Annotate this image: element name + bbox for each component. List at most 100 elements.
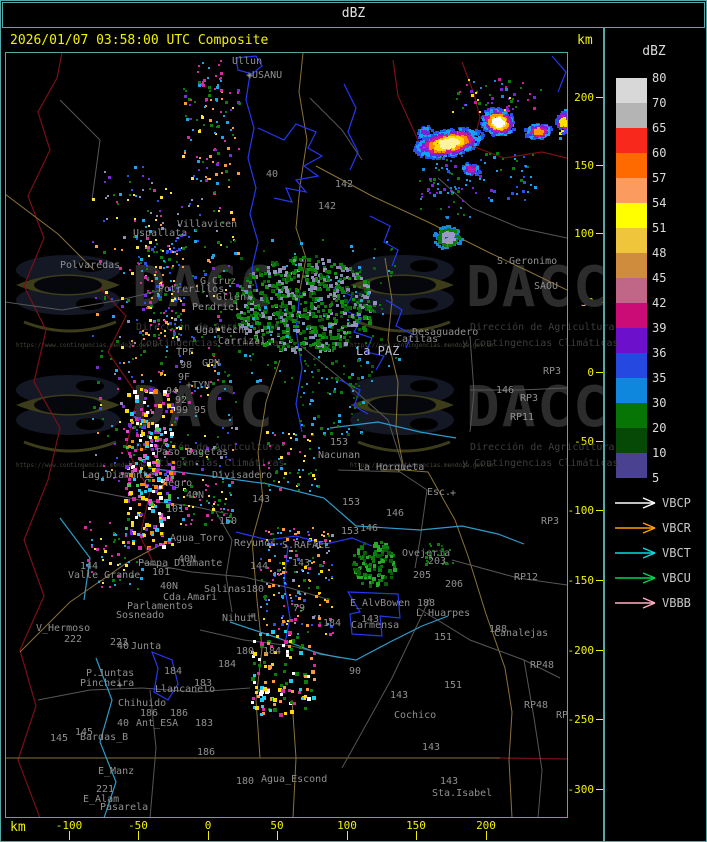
bottom-axis-tick-label: -50 [128, 819, 148, 832]
map-place-label: +TYN [186, 380, 211, 391]
map-place-label: 206 [445, 579, 464, 590]
bottom-axis-tick-label: 0 [204, 819, 212, 832]
right-axis-tick [596, 580, 605, 581]
vector-legend-row: VBBB [614, 596, 704, 610]
map-place-label: 146 [360, 523, 379, 534]
right-axis-tick-label: -250 [567, 713, 595, 726]
colorbar-swatch [616, 78, 647, 103]
map-place-label: Salinas [204, 584, 247, 595]
map-place-label: 180 [246, 584, 265, 595]
map-place-label: Ovejeria [402, 548, 451, 559]
map-place-label: 143 [252, 494, 271, 505]
map-place-label: Esc. [427, 487, 452, 498]
map-place-label: 92 [175, 395, 188, 406]
colorbar-tick-label: 65 [652, 121, 667, 135]
map-place-label: 186 [140, 708, 159, 719]
map-place-label: 205 [413, 570, 432, 581]
bottom-axis-tick [208, 831, 209, 840]
vector-legend-row: VBCP [614, 496, 704, 510]
map-place-label: V_Hermoso [36, 623, 91, 634]
colorbar-swatch [616, 228, 647, 253]
colorbar-tick-label: 10 [652, 446, 667, 460]
map-place-label: Carmensa [351, 620, 400, 631]
map-place-label: Villavicen [177, 219, 238, 230]
map-place-label: 221 [96, 784, 115, 795]
colorbar-tick-label: 36 [652, 346, 667, 360]
map-place-label: S.Geronimo [497, 256, 558, 267]
map-place-label: 188 [489, 624, 508, 635]
vector-legend-label: VBCR [662, 521, 691, 535]
colorbar-swatch [616, 253, 647, 278]
colorbar-swatch [616, 353, 647, 378]
map-place-label: 79 [293, 603, 306, 614]
right-axis-tick-label: 200 [574, 91, 594, 104]
station-cross-icon: + [450, 488, 457, 499]
map-place-label: SAOU [534, 281, 559, 292]
map-place-label: Nihuil [222, 613, 259, 624]
map-place-label: Potrerillos [158, 284, 225, 295]
map-place-label: 40N [160, 581, 179, 592]
map-place-label: 150 [219, 516, 238, 527]
right-axis-tick [596, 302, 605, 303]
map-place-label: 146 [386, 508, 405, 519]
colorbar-swatch [616, 203, 647, 228]
map-place-label: 40N [186, 490, 205, 501]
bottom-axis-tick-label: 100 [337, 819, 357, 832]
vector-legend-row: VBCR [614, 521, 704, 535]
map-place-label: E_AlvBowen [350, 598, 411, 609]
right-axis-tick [596, 719, 605, 720]
colorbar-swatch [616, 178, 647, 203]
colorbar-swatch [616, 153, 647, 178]
colorbar-swatch [616, 403, 647, 428]
map-place-label: Perdriel [192, 302, 241, 313]
map-place-label: Pasarela [100, 802, 149, 813]
colorbar-title: dBZ [642, 44, 666, 59]
radar-echo-canvas [6, 53, 567, 817]
bottom-axis-tick-label: 200 [476, 819, 496, 832]
right-axis-tick [596, 441, 605, 442]
map-place-label: 40 [266, 169, 279, 180]
panel-divider [603, 27, 605, 841]
map-place-label: 144 [250, 561, 269, 572]
map-place-label: 184 [323, 618, 342, 629]
map-place-label: Junta [131, 641, 162, 652]
bottom-axis-tick-label: 150 [406, 819, 426, 832]
map-place-label: S.RAFAEL [282, 540, 331, 551]
map-place-label: Divisadero [212, 470, 273, 481]
title-bar [2, 2, 705, 28]
right-axis-tick-label: -150 [567, 574, 595, 587]
map-place-label: Lag.Diamante [82, 470, 155, 481]
map-place-label: 183 [195, 718, 214, 729]
map-place-label: Agua_Toro [170, 533, 225, 544]
vector-arrow-icon [615, 572, 656, 584]
map-place-label: Agua_Escond [261, 774, 328, 785]
colorbar-tick-label: 60 [652, 146, 667, 160]
map-place-label: 143 [361, 614, 380, 625]
map-place-label: 143 [422, 742, 441, 753]
map-place-label: 90 [349, 666, 362, 677]
right-axis-tick [596, 97, 605, 98]
map-place-label: 99 95 [176, 405, 207, 416]
map-place-label: Carrizal [218, 336, 267, 347]
map-place-label: 151 [444, 680, 463, 691]
map-place-label: 101 [166, 504, 185, 515]
colorbar-swatch [616, 128, 647, 153]
map-place-label: 183 [194, 678, 213, 689]
colorbar-tick-label: 51 [652, 221, 667, 235]
map-place-label: 186 [170, 708, 189, 719]
right-axis-tick-label: -300 [567, 783, 595, 796]
right-axis-tick-label: -100 [567, 504, 595, 517]
map-place-label: E_Manz [98, 766, 135, 777]
map-place-label: Uspallata [133, 228, 188, 239]
map-place-label: RP48 [524, 700, 549, 711]
radar-map: Ullun +USANU 40 142 142 Villavicen Uspallata Po… [6, 53, 567, 817]
map-place-label: Ugarteche [196, 325, 251, 336]
station-cross-icon: + [247, 71, 254, 82]
map-place-label: 146 [496, 385, 515, 396]
right-axis-tick-label: 150 [574, 159, 594, 172]
station-cross-icon: + [249, 611, 256, 622]
map-place-label: 142 [318, 201, 337, 212]
vector-arrow-icon [615, 522, 656, 534]
map-place-label: Desaguadero [412, 327, 479, 338]
colorbar-swatch [616, 103, 647, 128]
